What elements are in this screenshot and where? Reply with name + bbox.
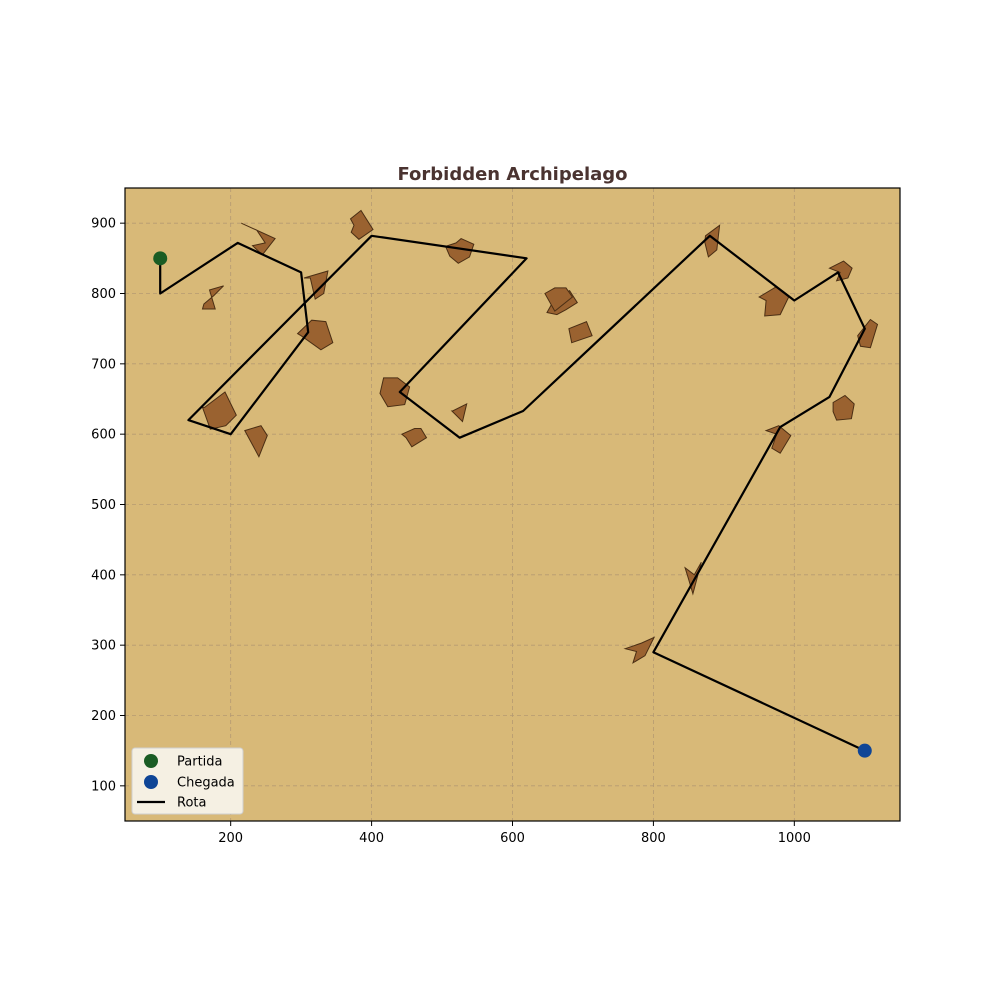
islands (201, 209, 879, 664)
y-tick-label: 200 (91, 709, 116, 724)
y-tick-label: 100 (91, 779, 116, 794)
x-tick-label: 1000 (778, 831, 811, 846)
y-tick-label: 400 (91, 568, 116, 583)
chart-title: Forbidden Archipelago (397, 164, 627, 185)
x-tick-label: 800 (641, 831, 666, 846)
legend-start-marker (144, 754, 158, 768)
y-tick-label: 800 (91, 287, 116, 302)
island (241, 222, 276, 256)
x-tick-label: 200 (218, 831, 243, 846)
legend-box (131, 747, 244, 815)
x-axis: 200 400 600 800 1000 (218, 821, 811, 846)
y-tick-label: 300 (91, 639, 116, 654)
island (828, 260, 853, 282)
island (201, 285, 224, 310)
island (544, 287, 574, 312)
start-marker (153, 251, 168, 266)
legend-start-label: Partida (177, 755, 223, 770)
island (623, 636, 656, 664)
island (349, 209, 374, 240)
y-tick-label: 500 (91, 498, 116, 513)
island (832, 394, 855, 421)
island (568, 320, 593, 344)
y-tick-label: 700 (91, 357, 116, 372)
island (400, 428, 428, 448)
island (379, 377, 411, 408)
legend: Partida Chegada Rota (131, 747, 244, 815)
island (296, 319, 334, 351)
island (244, 425, 268, 458)
y-axis: 100 200 300 400 500 600 700 800 900 (91, 217, 125, 794)
x-tick-label: 400 (359, 831, 384, 846)
legend-end-label: Chegada (177, 776, 235, 791)
island (684, 561, 702, 596)
island (450, 402, 468, 423)
end-marker (857, 743, 872, 758)
island (303, 270, 329, 300)
route-line (159, 234, 866, 752)
legend-route-label: Rota (177, 796, 206, 811)
legend-end-marker (144, 775, 158, 789)
grid (125, 188, 900, 821)
x-tick-label: 600 (500, 831, 525, 846)
y-tick-label: 900 (91, 217, 116, 232)
island (857, 318, 879, 349)
y-tick-label: 600 (91, 428, 116, 443)
